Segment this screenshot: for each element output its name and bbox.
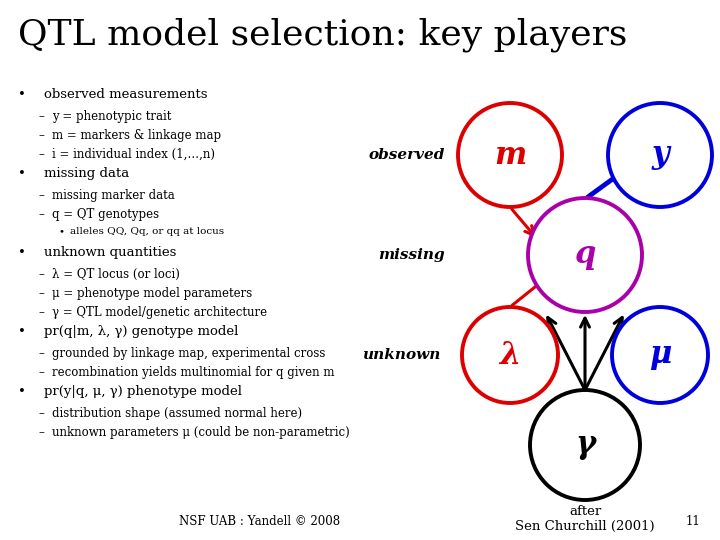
Text: grounded by linkage map, experimental cross: grounded by linkage map, experimental cr… [52, 347, 325, 360]
Text: 11: 11 [685, 515, 700, 528]
Text: –: – [38, 110, 44, 123]
Text: –: – [38, 208, 44, 221]
Text: after
Sen Churchill (2001): after Sen Churchill (2001) [516, 505, 654, 533]
Text: μ = phenotype model parameters: μ = phenotype model parameters [52, 287, 252, 300]
Text: observed measurements: observed measurements [44, 88, 207, 101]
Circle shape [528, 198, 642, 312]
Text: NSF UAB : Yandell © 2008: NSF UAB : Yandell © 2008 [179, 515, 341, 528]
Text: γ: γ [575, 429, 595, 461]
Text: y: y [651, 139, 669, 171]
Text: •: • [18, 325, 26, 338]
Text: –: – [38, 347, 44, 360]
Text: missing data: missing data [44, 167, 130, 180]
Text: –: – [38, 407, 44, 420]
Text: y = phenotypic trait: y = phenotypic trait [52, 110, 171, 123]
Circle shape [458, 103, 562, 207]
Text: q = QT genotypes: q = QT genotypes [52, 208, 159, 221]
Text: λ: λ [499, 340, 521, 370]
Text: unknown parameters μ (could be non-parametric): unknown parameters μ (could be non-param… [52, 426, 350, 439]
Text: QTL model selection: key players: QTL model selection: key players [18, 18, 627, 52]
Text: recombination yields multinomial for q given m: recombination yields multinomial for q g… [52, 366, 335, 379]
Text: alleles QQ, Qq, or qq at locus: alleles QQ, Qq, or qq at locus [70, 227, 224, 236]
Text: unknown: unknown [361, 348, 440, 362]
Circle shape [462, 307, 558, 403]
Text: •: • [58, 227, 64, 236]
Text: •: • [18, 167, 26, 180]
Text: m = markers & linkage map: m = markers & linkage map [52, 129, 221, 142]
Text: m: m [494, 139, 526, 171]
Text: μ: μ [649, 340, 671, 370]
Circle shape [530, 390, 640, 500]
Text: γ = QTL model/genetic architecture: γ = QTL model/genetic architecture [52, 306, 267, 319]
Text: λ = QT locus (or loci): λ = QT locus (or loci) [52, 268, 180, 281]
Text: –: – [38, 287, 44, 300]
Text: –: – [38, 306, 44, 319]
Text: q: q [575, 240, 595, 271]
Text: –: – [38, 426, 44, 439]
Text: –: – [38, 268, 44, 281]
Text: –: – [38, 366, 44, 379]
Text: observed: observed [369, 148, 445, 162]
Circle shape [612, 307, 708, 403]
Text: –: – [38, 148, 44, 161]
Text: missing marker data: missing marker data [52, 189, 175, 202]
Circle shape [608, 103, 712, 207]
Text: •: • [18, 88, 26, 101]
Text: pr(y|q, μ, γ) phenotype model: pr(y|q, μ, γ) phenotype model [44, 385, 242, 398]
Text: distribution shape (assumed normal here): distribution shape (assumed normal here) [52, 407, 302, 420]
Text: –: – [38, 189, 44, 202]
Text: •: • [18, 246, 26, 259]
Text: i = individual index (1,…,n): i = individual index (1,…,n) [52, 148, 215, 161]
Text: pr(q|m, λ, γ) genotype model: pr(q|m, λ, γ) genotype model [44, 325, 238, 338]
Text: –: – [38, 129, 44, 142]
Text: •: • [18, 385, 26, 398]
Text: missing: missing [379, 248, 445, 262]
Text: unknown quantities: unknown quantities [44, 246, 176, 259]
